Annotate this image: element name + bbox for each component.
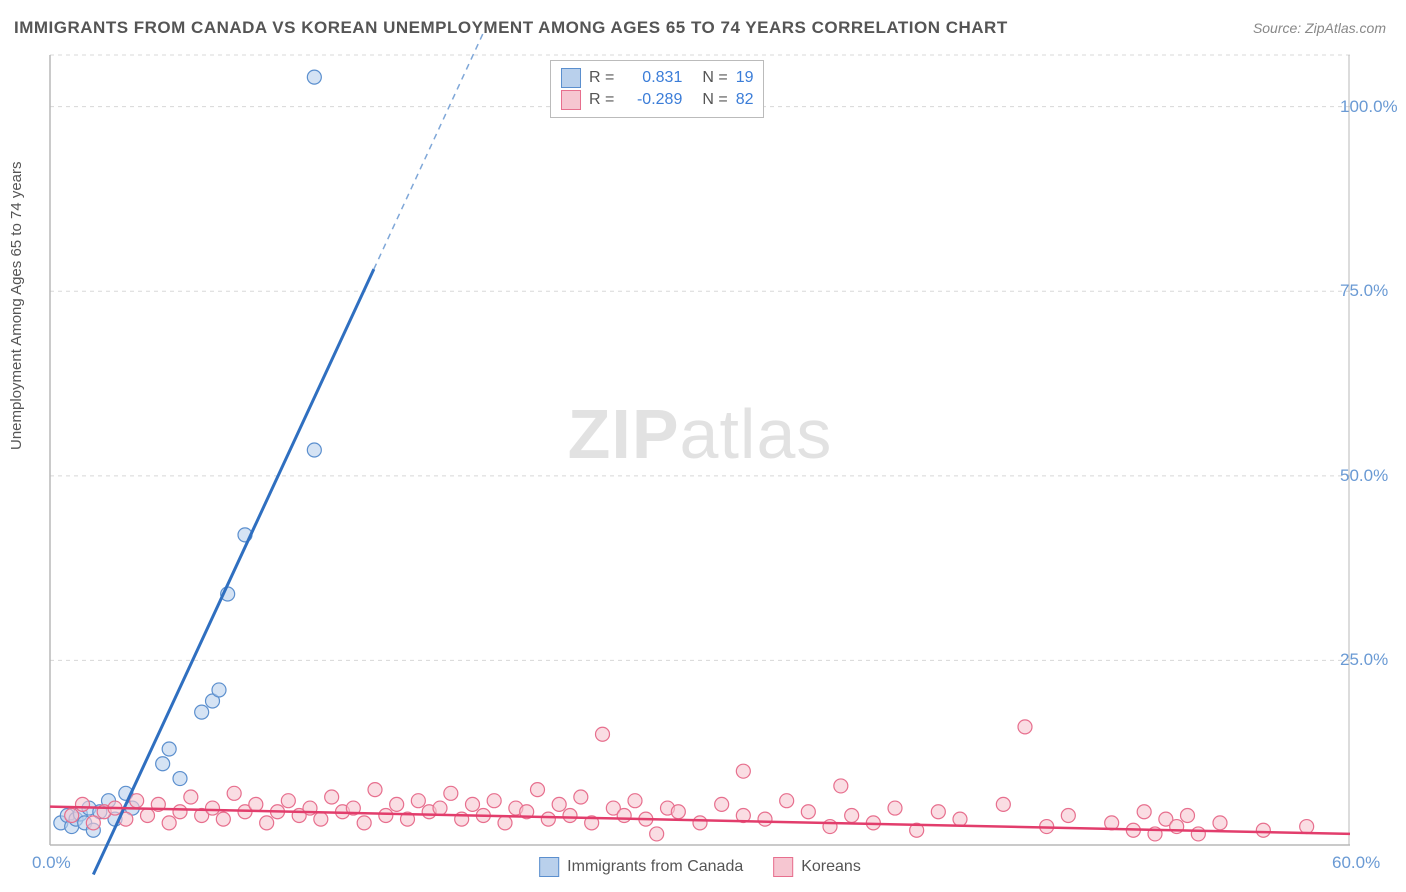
legend-swatch — [773, 857, 793, 877]
source-name: ZipAtlas.com — [1305, 20, 1386, 36]
legend-row-canada: R = 0.831 N = 19 — [561, 67, 753, 89]
correlation-legend: R = 0.831 N = 19 R = -0.289 N = 82 — [550, 60, 764, 118]
r-value: 0.831 — [622, 67, 682, 89]
r-value: -0.289 — [622, 89, 682, 111]
legend-swatch — [561, 68, 581, 88]
legend-label: Immigrants from Canada — [567, 858, 743, 876]
chart-title: IMMIGRANTS FROM CANADA VS KOREAN UNEMPLO… — [14, 18, 1008, 38]
legend-label: Koreans — [801, 858, 861, 876]
x-tick-label: 0.0% — [32, 853, 71, 873]
y-tick-label: 50.0% — [1340, 466, 1406, 486]
series-legend: Immigrants from Canada Koreans — [539, 857, 861, 877]
legend-swatch — [539, 857, 559, 877]
x-tick-label: 60.0% — [1332, 853, 1380, 873]
r-label: R = — [589, 89, 614, 111]
n-value: 82 — [736, 89, 754, 111]
y-tick-label: 25.0% — [1340, 650, 1406, 670]
y-tick-label: 75.0% — [1340, 281, 1406, 301]
n-label: N = — [702, 67, 727, 89]
r-label: R = — [589, 67, 614, 89]
y-axis-label: Unemployment Among Ages 65 to 74 years — [8, 161, 25, 450]
legend-swatch — [561, 90, 581, 110]
legend-item-koreans: Koreans — [773, 857, 861, 877]
legend-row-koreans: R = -0.289 N = 82 — [561, 89, 753, 111]
source-attribution: Source: ZipAtlas.com — [1253, 20, 1386, 36]
legend-item-canada: Immigrants from Canada — [539, 857, 743, 877]
plot-area: ZIPatlas R = 0.831N = 19R = -0.289N = 82… — [50, 55, 1350, 845]
chart-svg — [50, 55, 1350, 845]
n-value: 19 — [736, 67, 754, 89]
source-prefix: Source: — [1253, 20, 1305, 36]
n-label: N = — [702, 89, 727, 111]
y-tick-label: 100.0% — [1340, 97, 1406, 117]
